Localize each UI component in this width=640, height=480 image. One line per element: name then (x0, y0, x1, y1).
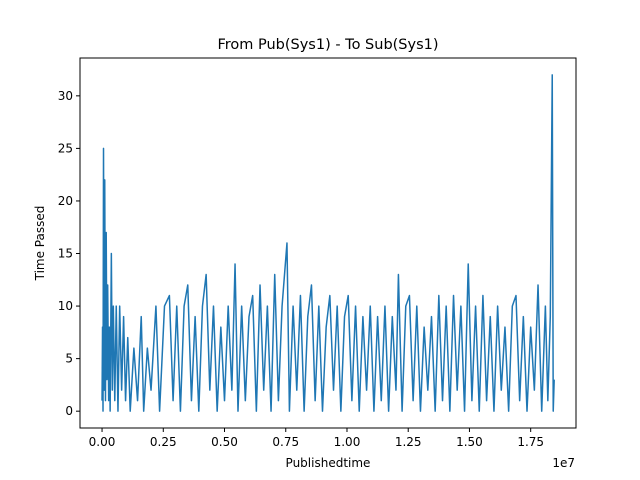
x-tick-label: 1.50 (456, 435, 483, 449)
x-tick-label: 0.50 (211, 435, 238, 449)
x-tick-label: 0.00 (89, 435, 116, 449)
chart-title: From Pub(Sys1) - To Sub(Sys1) (217, 37, 438, 53)
x-offset-text: 1e7 (552, 456, 575, 470)
y-axis-label: Time Passed (33, 206, 47, 282)
x-tick-label: 0.75 (272, 435, 299, 449)
x-axis-label: Publishedtime (286, 456, 371, 470)
x-tick-label: 1.25 (395, 435, 422, 449)
y-tick-label: 0 (65, 404, 73, 418)
y-tick-label: 20 (58, 194, 73, 208)
y-tick-label: 5 (65, 352, 73, 366)
x-tick-label: 1.00 (334, 435, 361, 449)
y-tick-label: 30 (58, 89, 73, 103)
x-tick-label: 1.75 (517, 435, 544, 449)
y-tick-label: 15 (58, 247, 73, 261)
y-tick-label: 10 (58, 299, 73, 313)
y-tick-label: 25 (58, 141, 73, 155)
x-tick-label: 0.25 (150, 435, 177, 449)
